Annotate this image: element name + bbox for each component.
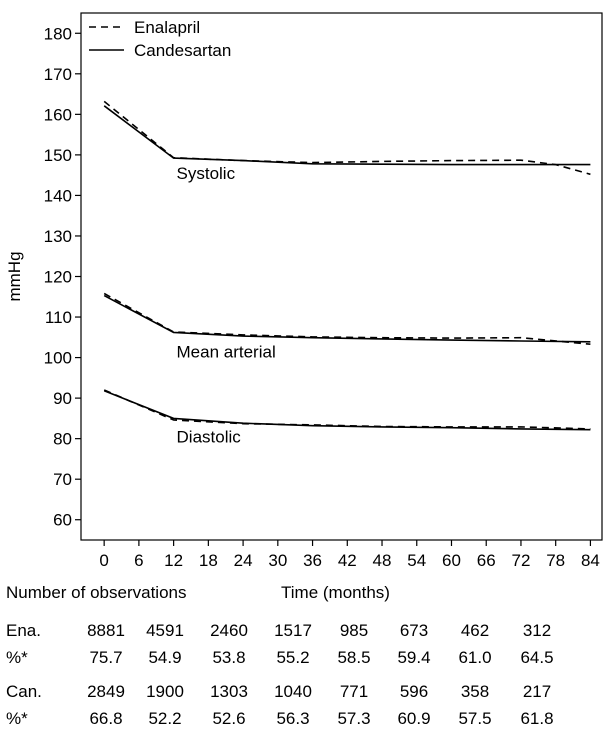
line-diastolic-candesartan <box>103 390 591 431</box>
observations-row: %* 75.7 54.9 53.8 55.2 58.5 59.4 61.0 64.5 <box>0 648 610 672</box>
x-axis-label: Time (months) <box>281 583 390 602</box>
y-tick-label-140: 140 <box>44 186 72 205</box>
observations-cell: 771 <box>339 682 369 701</box>
x-tick-label-0: 0 <box>99 551 108 570</box>
y-tick-label-160: 160 <box>44 105 72 124</box>
y-tick-label-90: 90 <box>53 389 72 408</box>
y-tick-label-80: 80 <box>53 430 72 449</box>
plot-frame <box>80 12 603 541</box>
line-mean-arterial-candesartan <box>103 294 591 343</box>
observations-cell: 1303 <box>210 682 248 701</box>
observations-cell: 66.8 <box>89 709 123 728</box>
observations-cell: 2460 <box>210 621 248 640</box>
observations-cell: 75.7 <box>89 648 123 667</box>
x-tick-label-66: 66 <box>477 551 496 570</box>
legend-label-candesartan: Candesartan <box>134 41 231 60</box>
observations-row-label: Can. <box>6 682 42 701</box>
y-tick-label-70: 70 <box>53 470 72 489</box>
observations-row: Can. 2849 1900 1303 1040 771 596 358 217 <box>0 682 610 706</box>
observations-cell: 985 <box>339 621 369 640</box>
series-lines <box>103 100 591 431</box>
y-tick-label-150: 150 <box>44 146 72 165</box>
observations-cell: 57.3 <box>337 709 371 728</box>
y-axis-label: mmHg <box>5 251 24 301</box>
observations-cell: 60.9 <box>397 709 431 728</box>
observations-cell: 596 <box>399 682 429 701</box>
axes: 60 70 80 90 100 110 120 130 140 150 160 170 180 0 6 12 1… <box>5 12 603 570</box>
observations-cell: 673 <box>399 621 429 640</box>
y-tick-label-130: 130 <box>44 227 72 246</box>
y-tick-label-60: 60 <box>53 511 72 530</box>
legend: Enalapril Candesartan <box>89 18 231 60</box>
x-tick-label-36: 36 <box>303 551 322 570</box>
observations-row-label: %* <box>6 648 28 667</box>
line-diastolic-enalapril <box>103 389 591 430</box>
observations-cell: 4591 <box>146 621 184 640</box>
observations-cell: 56.3 <box>276 709 310 728</box>
group-label-1: Mean arterial <box>177 343 276 362</box>
observations-cell: 2849 <box>87 682 125 701</box>
x-tick-label-24: 24 <box>234 551 253 570</box>
y-tick-label-100: 100 <box>44 349 72 368</box>
observations-row-label: %* <box>6 709 28 728</box>
observations-cell: 61.8 <box>520 709 554 728</box>
observations-cell: 217 <box>522 682 552 701</box>
y-tick-label-170: 170 <box>44 65 72 84</box>
x-tick-label-6: 6 <box>134 551 143 570</box>
x-tick-label-72: 72 <box>511 551 530 570</box>
observations-cell: 8881 <box>87 621 125 640</box>
x-tick-label-42: 42 <box>338 551 357 570</box>
group-label-0: Systolic <box>177 164 236 183</box>
y-tick-label-120: 120 <box>44 268 72 287</box>
group-labels: Systolic Mean arterial Diastolic <box>177 164 276 447</box>
x-tick-label-54: 54 <box>407 551 426 570</box>
line-systolic-candesartan <box>103 105 591 166</box>
observations-cell: 59.4 <box>397 648 431 667</box>
observations-row-label: Ena. <box>6 621 41 640</box>
x-tick-label-60: 60 <box>442 551 461 570</box>
legend-label-enalapril: Enalapril <box>134 18 200 37</box>
y-tick-label-180: 180 <box>44 24 72 43</box>
observations-cell: 61.0 <box>458 648 492 667</box>
y-tick-label-110: 110 <box>45 308 72 327</box>
line-mean-arterial-enalapril <box>103 292 591 345</box>
observations-cell: 358 <box>460 682 490 701</box>
observations-cell: 55.2 <box>276 648 310 667</box>
observations-cell: 52.6 <box>212 709 246 728</box>
group-label-2: Diastolic <box>177 428 242 447</box>
observations-cell: 54.9 <box>148 648 182 667</box>
observations-title: Number of observations <box>6 583 187 602</box>
observations-cell: 1517 <box>274 621 312 640</box>
x-tick-label-12: 12 <box>164 551 183 570</box>
observations-cell: 52.2 <box>148 709 182 728</box>
x-tick-label-84: 84 <box>581 551 600 570</box>
observations-row: %* 66.8 52.2 52.6 56.3 57.3 60.9 57.5 61.8 <box>0 709 610 733</box>
observations-row: Ena. 8881 4591 2460 1517 985 673 462 312 <box>0 621 610 645</box>
observations-cell: 53.8 <box>212 648 246 667</box>
observations-cell: 58.5 <box>337 648 371 667</box>
x-tick-label-78: 78 <box>546 551 565 570</box>
observations-cell: 312 <box>522 621 552 640</box>
observations-cell: 57.5 <box>458 709 492 728</box>
observations-cell: 64.5 <box>520 648 554 667</box>
observations-cell: 1900 <box>146 682 184 701</box>
observations-cell: 462 <box>460 621 490 640</box>
x-tick-label-18: 18 <box>199 551 218 570</box>
x-tick-label-30: 30 <box>268 551 287 570</box>
x-tick-label-48: 48 <box>373 551 392 570</box>
observations-cell: 1040 <box>274 682 312 701</box>
